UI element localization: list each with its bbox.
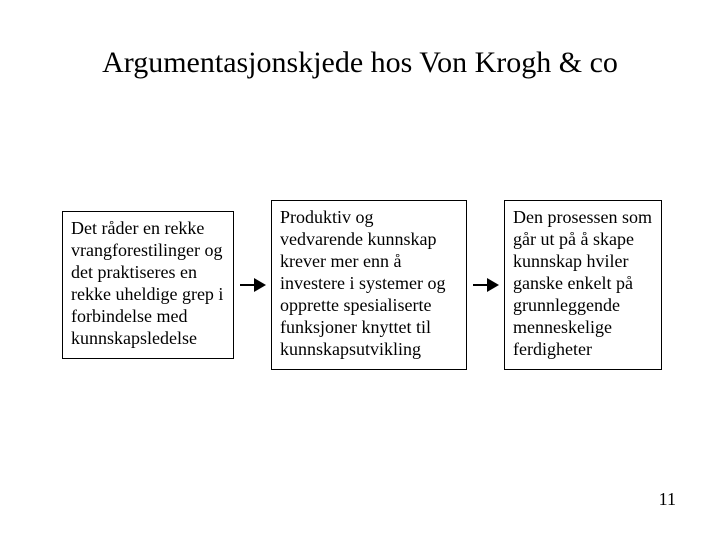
arrow-right-icon [240, 278, 266, 292]
flow-node-3: Den prosessen som går ut på å skape kunn… [504, 200, 662, 370]
slide: Argumentasjonskjede hos Von Krogh & co D… [0, 0, 720, 540]
flow-node-1: Det råder en rekke vrangforestilinger og… [62, 211, 234, 359]
slide-title: Argumentasjonskjede hos Von Krogh & co [0, 46, 720, 80]
arrow-right-icon [473, 278, 499, 292]
page-number: 11 [659, 489, 676, 510]
flow-node-2: Produktiv og vedvarende kunnskap krever … [271, 200, 467, 370]
flowchart-row: Det råder en rekke vrangforestilinger og… [62, 200, 662, 370]
